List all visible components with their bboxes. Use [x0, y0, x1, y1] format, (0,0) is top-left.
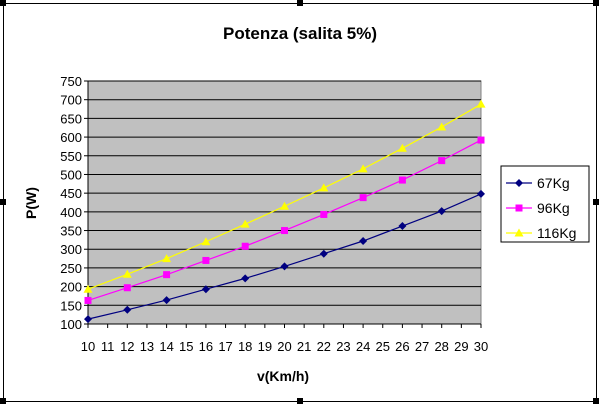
data-point — [123, 305, 132, 314]
x-tick-label: 16 — [199, 339, 213, 354]
data-point — [163, 271, 171, 279]
x-tick-label: 12 — [120, 339, 134, 354]
x-tick-label: 20 — [277, 339, 291, 354]
x-tick-label: 25 — [376, 339, 390, 354]
x-tick-label: 22 — [317, 339, 331, 354]
data-point — [438, 157, 446, 165]
data-point — [477, 136, 485, 144]
data-point — [437, 207, 446, 216]
data-point — [201, 237, 211, 246]
selection-handle[interactable] — [0, 0, 6, 6]
y-tick-label: 750 — [60, 74, 82, 89]
legend-label: 116Kg — [537, 225, 576, 241]
data-point — [241, 274, 250, 283]
data-point — [397, 143, 407, 152]
selection-handle[interactable] — [297, 398, 303, 404]
data-point — [476, 99, 486, 108]
data-point — [202, 256, 210, 264]
legend-item: 67Kg — [506, 175, 570, 191]
x-tick-label: 26 — [395, 339, 409, 354]
data-point — [122, 269, 132, 278]
data-point — [123, 284, 131, 292]
x-tick-label: 27 — [415, 339, 429, 354]
data-point — [514, 228, 524, 237]
data-point — [241, 242, 249, 250]
selection-handle[interactable] — [593, 398, 599, 404]
series-116Kg — [83, 99, 486, 293]
data-point — [280, 262, 289, 271]
x-tick-label: 15 — [179, 339, 193, 354]
y-tick-label: 150 — [60, 298, 82, 313]
x-tick-label: 30 — [474, 339, 488, 354]
y-axis-ticks: 100 150 200 250 300 350 400 450 500 550 600 650 700 7… — [60, 74, 88, 332]
series-96Kg — [84, 136, 485, 304]
legend-box — [500, 165, 590, 243]
y-tick-label: 300 — [60, 242, 82, 257]
data-point — [83, 284, 93, 293]
y-tick-label: 250 — [60, 261, 82, 276]
series-layer — [83, 99, 486, 324]
x-tick-label: 17 — [218, 339, 232, 354]
legend-item: 116Kg — [506, 225, 576, 241]
y-tick-label: 650 — [60, 111, 82, 126]
series-67Kg — [84, 189, 485, 324]
y-tick-label: 400 — [60, 205, 82, 220]
x-tick-label: 11 — [101, 339, 115, 354]
x-tick-label: 23 — [336, 339, 350, 354]
data-point — [359, 237, 368, 246]
data-point — [162, 296, 171, 305]
selection-handle[interactable] — [0, 398, 6, 404]
x-tick-label: 28 — [434, 339, 448, 354]
data-point — [280, 201, 289, 210]
data-point — [319, 249, 328, 258]
x-tick-label: 10 — [81, 339, 95, 354]
x-tick-label: 21 — [297, 339, 311, 354]
y-tick-label: 200 — [60, 280, 82, 295]
x-axis-ticks: 10 11 12 13 14 15 16 17 18 19 20 21 22 23 24 25 26 27 28 29… — [81, 324, 488, 354]
data-point — [320, 210, 328, 218]
data-point — [319, 183, 329, 192]
x-tick-label: 14 — [159, 339, 173, 354]
data-point — [84, 296, 92, 304]
legend-label: 67Kg — [537, 175, 570, 191]
legend: 67Kg 96Kg 116Kg — [506, 175, 576, 241]
selection-handle[interactable] — [0, 199, 6, 205]
selection-handle[interactable] — [593, 199, 599, 205]
data-point — [477, 189, 485, 198]
data-point — [281, 227, 288, 235]
x-tick-label: 19 — [258, 339, 272, 354]
data-point — [162, 254, 172, 263]
selection-handle[interactable] — [593, 0, 599, 6]
y-tick-label: 450 — [60, 186, 82, 201]
data-point — [358, 164, 368, 173]
data-point — [84, 315, 92, 324]
data-point — [398, 222, 407, 231]
legend-label: 96Kg — [537, 200, 570, 216]
x-axis-title: v(Km/h) — [257, 368, 309, 384]
x-tick-label: 29 — [454, 339, 468, 354]
y-tick-label: 500 — [60, 167, 82, 182]
y-tick-label: 550 — [60, 149, 82, 164]
data-point — [240, 219, 250, 228]
y-tick-label: 700 — [60, 93, 82, 108]
data-point — [359, 194, 367, 202]
x-tick-label: 18 — [238, 339, 252, 354]
data-point — [437, 122, 447, 131]
y-tick-label: 350 — [60, 224, 82, 239]
y-tick-label: 100 — [60, 317, 82, 332]
data-point — [398, 176, 406, 184]
y-axis-title: P(W) — [23, 187, 39, 219]
y-tick-label: 600 — [60, 130, 82, 145]
chart-title: Potenza (salita 5%) — [223, 24, 377, 43]
data-point — [515, 204, 523, 212]
x-tick-label: 24 — [356, 339, 370, 354]
legend-item: 96Kg — [506, 200, 570, 216]
data-point — [201, 285, 210, 294]
selection-handle[interactable] — [297, 0, 303, 6]
x-tick-label: 13 — [140, 339, 154, 354]
data-point — [515, 179, 523, 187]
